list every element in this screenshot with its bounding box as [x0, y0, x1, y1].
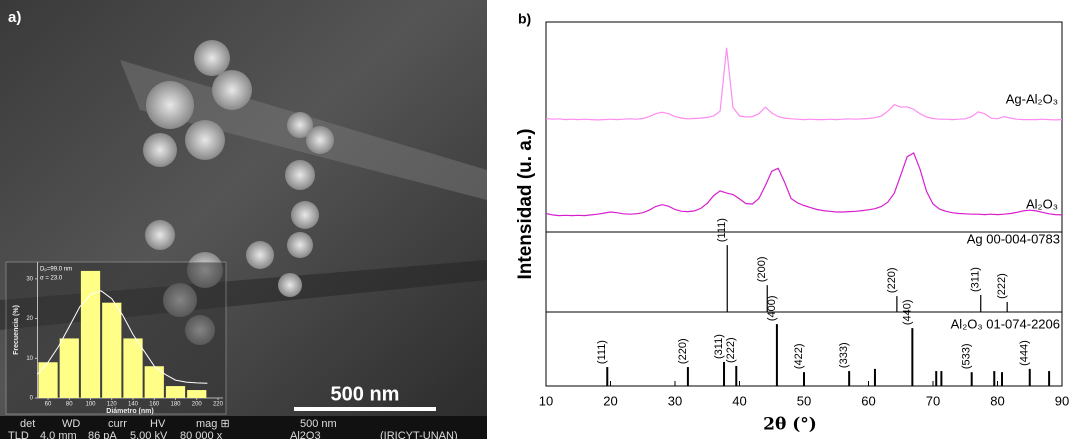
bar [80, 270, 101, 398]
info-value: Al2O3 [290, 430, 321, 439]
bar [102, 302, 122, 398]
hkl-label: (400) [766, 295, 778, 321]
bar [165, 386, 186, 398]
x-axis-label: 2θ (°) [763, 415, 817, 435]
x-tick-label: 20 [603, 393, 617, 408]
x-tick-label: 80 [66, 402, 73, 408]
info-header: det [20, 418, 35, 430]
x-tick-label: 50 [797, 393, 811, 408]
y-tick-label: 20 [26, 316, 33, 322]
reference-label: Al₂O₃ 01-074-2206 [951, 316, 1060, 331]
panel-label: b) [518, 11, 531, 27]
hkl-label: (220) [886, 267, 898, 293]
info-header: HV [150, 418, 166, 430]
info-value: 86 pA [88, 430, 117, 439]
info-header: curr [108, 418, 127, 430]
hkl-label: (333) [838, 342, 850, 368]
hkl-label: (533) [961, 343, 973, 369]
xrd-pattern [545, 152, 1063, 217]
x-tick-label: 30 [668, 393, 682, 408]
hkl-label: (440) [901, 299, 913, 325]
hkl-label: (111) [596, 340, 608, 364]
hkl-label: (220) [677, 338, 689, 364]
x-axis-label: Diámetro (nm) [106, 408, 153, 415]
y-tick-label: 10 [26, 356, 33, 362]
hkl-label: (222) [725, 337, 737, 363]
xrd-chart: b) 10 20 30 40 50 60 70 80 90 2θ (°) Intensidad (u.… [515, 11, 1069, 435]
hkl-label: (422) [793, 343, 805, 369]
info-value: 80 000 x [180, 430, 223, 439]
bar [38, 362, 58, 398]
bar [144, 366, 164, 398]
xrd-pattern [545, 47, 1063, 121]
x-tick-label: 90 [1055, 393, 1069, 408]
x-tick-label: 40 [732, 393, 746, 408]
legend-label: Ag-Al₂O₃ [1006, 91, 1058, 106]
bar [123, 338, 143, 398]
fit-curve [37, 290, 208, 384]
x-tick-label: 100 [86, 402, 97, 408]
y-axis-label: Intensidad (u. a.) [515, 129, 536, 280]
annotation: Dₚ=99.0 nm [40, 267, 72, 273]
x-tick-label: 140 [128, 402, 139, 408]
x-tick-label: 80 [990, 393, 1004, 408]
info-header: WD [62, 418, 80, 430]
reference-label: Ag 00-004-0783 [967, 231, 1060, 246]
x-tick-label: 60 [45, 402, 52, 408]
histogram-inset: 0 10 20 30 60 80 100 120 140 160 180 200 220 Diámetro… [13, 262, 224, 415]
hkl-label: (200) [756, 256, 768, 282]
x-tick-label: 200 [192, 402, 203, 408]
legend-label: Al₂O₃ [1026, 196, 1058, 211]
bar [187, 390, 207, 398]
hkl-label: (311) [970, 267, 982, 292]
x-tick-label: 220 [213, 402, 224, 408]
bar [59, 338, 79, 398]
info-bar-text: det WD curr HV mag ⊞ 500 nm TLD 4.0 mm 86 pA 5.00… [8, 418, 458, 439]
hkl-label: (222) [996, 273, 1008, 299]
y-tick-label: 0 [30, 396, 34, 402]
info-value: TLD [8, 430, 29, 439]
hkl-label: (444) [1019, 340, 1031, 366]
hkl-label: (311) [713, 334, 725, 359]
x-tick-label: 60 [861, 393, 875, 408]
annotation: σ = 23.0 [40, 276, 63, 282]
info-header: mag ⊞ [196, 418, 230, 430]
sem-image: a) 500 nm det WD curr HV mag ⊞ 500 nm TLD 4.0 m… [0, 0, 487, 439]
x-tick-label: 180 [170, 402, 181, 408]
x-tick-label: 70 [926, 393, 940, 408]
info-header: 500 nm [300, 418, 337, 430]
info-bar [0, 416, 487, 439]
y-axis-label: Frecuencia (%) [13, 305, 20, 355]
panel-label: a) [8, 9, 21, 26]
hkl-label: (111) [716, 218, 728, 242]
x-tick-label: 160 [149, 402, 160, 408]
y-tick-label: 30 [26, 276, 33, 282]
info-value: 5.00 kV [130, 430, 168, 439]
scale-bar-label: 500 nm [331, 383, 400, 405]
info-value: (IRICYT-UNAN) [380, 430, 458, 439]
x-tick-label: 10 [539, 393, 553, 408]
info-value: 4.0 mm [40, 430, 77, 439]
x-tick-label: 120 [107, 402, 118, 408]
scale-bar [294, 407, 436, 411]
